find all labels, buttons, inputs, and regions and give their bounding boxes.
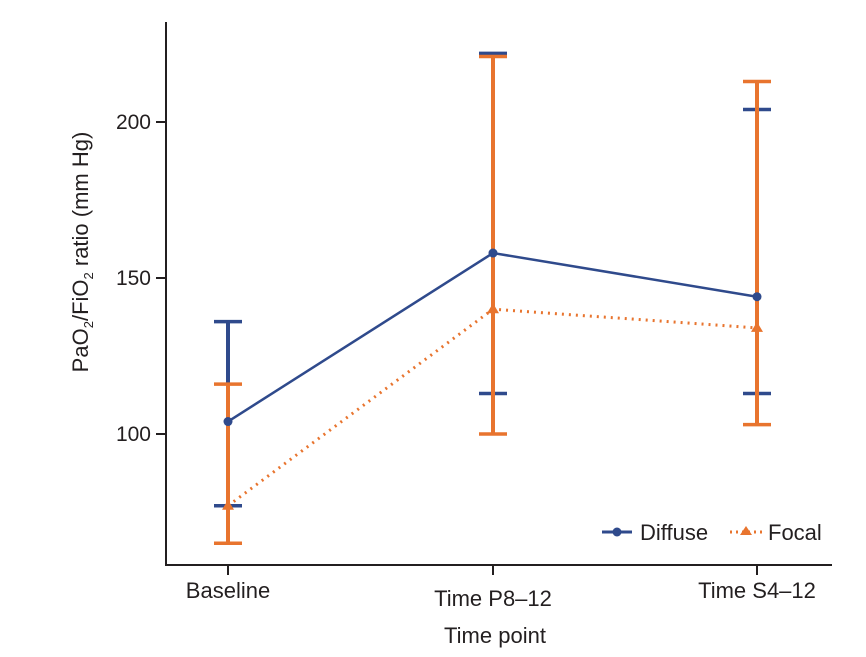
data-point-diffuse — [488, 248, 498, 258]
data-point-focal — [487, 303, 499, 314]
error-bars — [214, 51, 771, 545]
y-tick-label: 150 — [116, 267, 151, 290]
data-point-focal — [751, 321, 763, 332]
x-tick-label: Time P8–12 — [434, 586, 552, 611]
data-point-diffuse — [752, 292, 762, 302]
x-tick-label: Time S4–12 — [698, 578, 816, 603]
y-axis-title-subscript: 2 — [81, 272, 96, 279]
legend-focal-label: Focal — [768, 520, 822, 545]
x-tick-label: Baseline — [186, 578, 270, 603]
series-markers — [222, 248, 763, 510]
legend-diffuse-marker — [612, 527, 622, 537]
y-ticks: 100 150 200 — [116, 111, 166, 446]
legend-item-diffuse: Diffuse — [602, 520, 708, 545]
y-tick-label: 100 — [116, 423, 151, 446]
legend: Diffuse Focal — [602, 520, 822, 545]
y-axis-title-part: ratio (mm Hg) — [68, 132, 93, 273]
x-axis-title: Time point — [444, 623, 546, 648]
y-axis-title-part: PaO — [68, 328, 93, 372]
data-point-diffuse — [223, 417, 233, 427]
y-axis-title-subscript: 2 — [81, 321, 96, 328]
x-ticks: Baseline Time P8–12 Time S4–12 — [186, 565, 816, 611]
y-axis-title: PaO2/FiO2 ratio (mm Hg) — [68, 132, 96, 373]
y-axis-title-part: /FiO — [68, 279, 93, 321]
legend-item-focal: Focal — [730, 520, 822, 545]
data-point-focal — [222, 499, 234, 510]
y-tick-label: 200 — [116, 111, 151, 134]
legend-focal-marker — [740, 526, 752, 535]
legend-diffuse-label: Diffuse — [640, 520, 708, 545]
